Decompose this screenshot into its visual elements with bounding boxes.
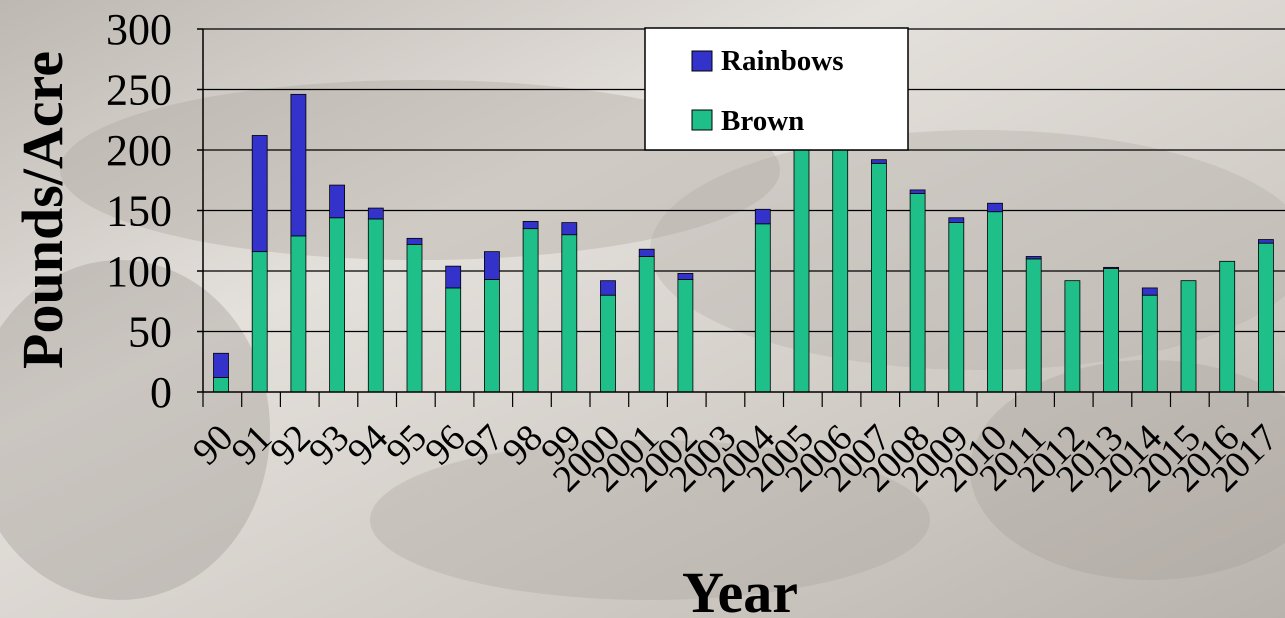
bar-brown-2015 [1180, 280, 1197, 393]
bar-rainbows-2001 [638, 248, 655, 257]
bar-rainbows-2009 [948, 217, 965, 223]
y-tick-label: 0 [150, 368, 172, 417]
bar-rainbows-93 [329, 184, 346, 219]
bar-rainbows-2007 [871, 159, 887, 164]
bar-rainbows-2013 [1103, 266, 1119, 269]
bars [213, 93, 1274, 393]
bar-rainbows-90 [213, 352, 229, 378]
bar-brown-97 [483, 279, 500, 393]
bar-brown-95 [406, 243, 423, 393]
bar-rainbows-91 [251, 135, 268, 253]
bar-brown-2002 [677, 279, 694, 393]
y-tick-label: 150 [106, 187, 172, 236]
bar-brown-2007 [871, 162, 887, 393]
bar-rainbows-2002 [677, 273, 694, 280]
legend-label-rainbows: Rainbows [721, 45, 844, 77]
bar-brown-96 [445, 287, 462, 393]
bar-brown-90 [213, 377, 229, 393]
bar-brown-99 [561, 234, 578, 393]
legend-swatch-brown [691, 109, 713, 131]
bar-brown-2006 [832, 144, 849, 393]
bar-brown-2005 [793, 144, 810, 393]
bar-brown-2008 [909, 193, 926, 393]
legend-swatch-rainbows [691, 50, 713, 72]
bar-brown-2016 [1219, 260, 1236, 393]
bar-brown-2014 [1141, 294, 1158, 393]
bar-rainbows-97 [483, 251, 500, 280]
bar-brown-91 [251, 251, 268, 393]
bar-brown-2001 [638, 256, 655, 393]
y-tick-label: 250 [106, 66, 172, 115]
bar-brown-2009 [948, 222, 965, 393]
bar-rainbows-2004 [754, 208, 771, 225]
bar-rainbows-94 [367, 207, 384, 220]
bar-rainbows-2010 [987, 202, 1003, 213]
y-tick-labels: 0 50 100 150 200 250 300 [106, 5, 172, 417]
bar-brown-2011 [1025, 258, 1042, 393]
bar-brown-98 [522, 228, 539, 393]
bar-rainbows-92 [290, 93, 307, 237]
bar-rainbows-2014 [1141, 287, 1158, 296]
bar-brown-93 [329, 217, 346, 393]
legend: Rainbows Brown [644, 27, 909, 151]
legend-label-brown: Brown [721, 105, 804, 137]
bar-brown-2012 [1064, 280, 1081, 393]
y-tick-label: 50 [128, 308, 172, 357]
y-tick-label: 300 [106, 5, 172, 54]
bar-brown-2000 [600, 294, 616, 393]
bar-brown-94 [367, 218, 384, 393]
y-axis-title: Pounds/Acre [10, 51, 75, 369]
bar-brown-2013 [1103, 268, 1119, 393]
bar-rainbows-2011 [1025, 256, 1042, 260]
axes [197, 28, 1285, 407]
bar-brown-2004 [754, 223, 771, 393]
y-tick-label: 100 [106, 247, 172, 296]
legend-box [644, 27, 909, 151]
bar-rainbows-96 [445, 265, 462, 289]
bar-rainbows-2008 [909, 189, 926, 194]
y-tick-label: 200 [106, 126, 172, 175]
bar-brown-2010 [987, 211, 1003, 393]
x-tick-labels: 9091929394959697989920002001200220032004… [185, 417, 1285, 500]
bar-rainbows-2000 [600, 280, 616, 296]
bar-rainbows-99 [561, 222, 578, 236]
bar-brown-92 [290, 235, 307, 393]
bar-brown-2017 [1258, 242, 1274, 393]
bar-rainbows-98 [522, 220, 539, 230]
bar-rainbows-95 [406, 237, 423, 245]
x-axis-title: Year [682, 560, 798, 618]
bar-rainbows-2017 [1258, 239, 1274, 244]
